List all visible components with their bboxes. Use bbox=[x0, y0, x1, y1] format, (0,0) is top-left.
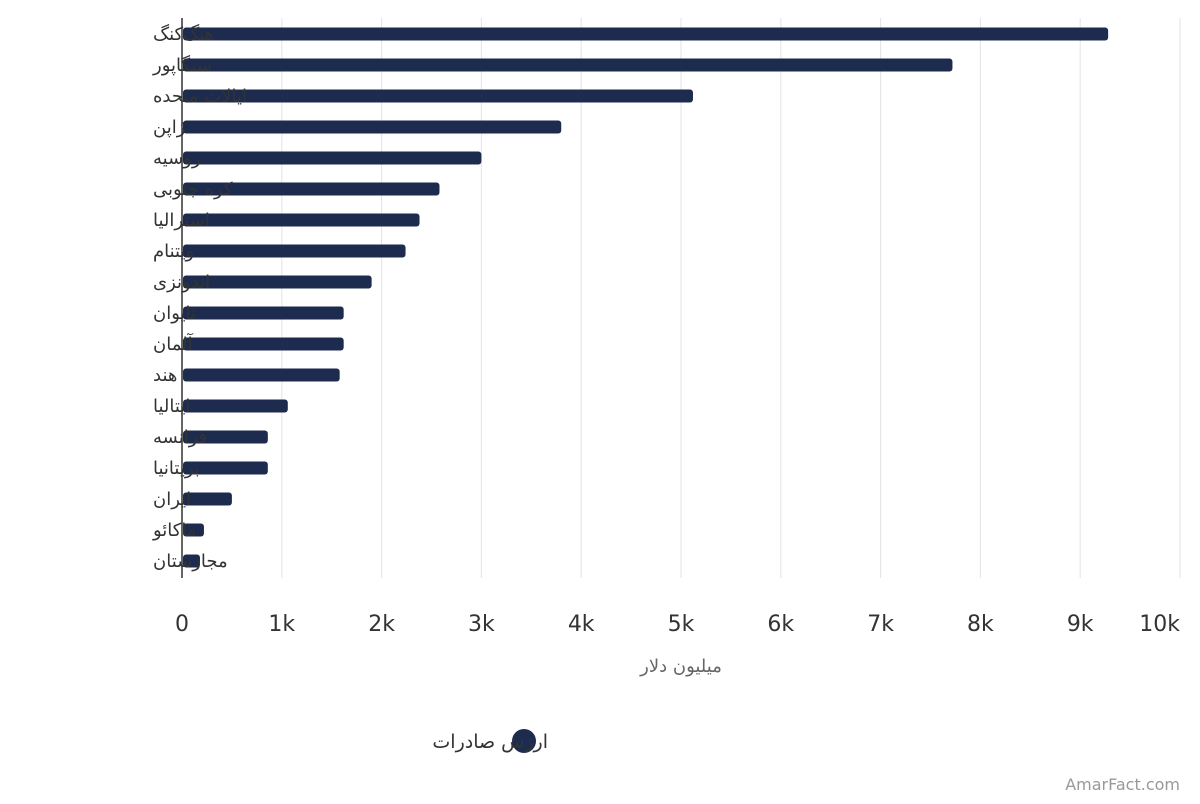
x-tick-label: 10k bbox=[1139, 612, 1180, 637]
bar[interactable] bbox=[183, 244, 406, 258]
legend-swatch bbox=[512, 729, 536, 753]
x-tick-label: 1k bbox=[268, 612, 295, 637]
x-tick-label: 9k bbox=[1067, 612, 1094, 637]
bar[interactable] bbox=[183, 399, 288, 413]
category-label: استرالیا bbox=[153, 210, 210, 231]
category-label: ایران bbox=[153, 489, 191, 510]
category-label: هند bbox=[153, 365, 177, 386]
bar[interactable] bbox=[183, 430, 268, 444]
bar[interactable] bbox=[183, 554, 200, 568]
bar[interactable] bbox=[183, 182, 440, 196]
bar[interactable] bbox=[183, 461, 268, 475]
x-tick-label: 7k bbox=[867, 612, 894, 637]
source-credit: AmarFact.com bbox=[1065, 775, 1180, 794]
gridlines bbox=[281, 18, 1181, 578]
category-label: آلمان bbox=[153, 332, 194, 355]
bar[interactable] bbox=[183, 120, 562, 134]
legend-label: ارزش صادرات bbox=[432, 731, 548, 753]
category-label: فرانسه bbox=[153, 427, 207, 448]
category-label: تایوان bbox=[153, 303, 196, 324]
category-label: ایتالیا bbox=[153, 396, 190, 417]
bar[interactable] bbox=[183, 151, 482, 165]
category-label: ایالات متحده bbox=[153, 86, 247, 107]
category-label: مجارستان bbox=[153, 551, 228, 572]
bar[interactable] bbox=[183, 337, 344, 351]
category-label: ویتنام bbox=[153, 241, 194, 262]
x-tick-label: 2k bbox=[368, 612, 395, 637]
bar[interactable] bbox=[183, 58, 953, 72]
x-tick-label: 8k bbox=[967, 612, 994, 637]
bar[interactable] bbox=[183, 492, 232, 506]
category-label: اندونزی bbox=[153, 272, 210, 293]
category-label: سنگاپور bbox=[152, 54, 212, 76]
x-axis-title: میلیون دلار bbox=[639, 656, 722, 677]
x-tick-labels: 0 1k 2k 3k 4k 5k 6k 7k 8k 9k 10k bbox=[175, 612, 1180, 637]
category-label: ماکائو bbox=[152, 520, 197, 541]
x-tick-label: 0 bbox=[175, 612, 189, 637]
x-tick-label: 5k bbox=[668, 612, 695, 637]
bar[interactable] bbox=[183, 368, 340, 382]
category-label: روسیه bbox=[153, 148, 201, 169]
bar[interactable] bbox=[183, 27, 1109, 41]
legend[interactable]: ارزش صادرات bbox=[432, 729, 548, 753]
category-label: بریتانیا bbox=[153, 458, 200, 479]
x-tick-label: 4k bbox=[568, 612, 595, 637]
category-label: ژاپن bbox=[153, 117, 185, 138]
bar[interactable] bbox=[183, 275, 372, 289]
category-label: کره جنوبی bbox=[153, 179, 233, 200]
bar[interactable] bbox=[183, 89, 693, 103]
bars bbox=[183, 27, 1109, 568]
x-tick-label: 3k bbox=[468, 612, 495, 637]
bar[interactable] bbox=[183, 213, 420, 227]
bar[interactable] bbox=[183, 523, 204, 537]
bar[interactable] bbox=[183, 306, 344, 320]
x-tick-label: 6k bbox=[767, 612, 794, 637]
category-labels: هنگ‌کنگ سنگاپور ایالات متحده ژاپن روسیه کره ج… bbox=[152, 23, 247, 572]
category-label: هنگ‌کنگ bbox=[153, 23, 214, 45]
